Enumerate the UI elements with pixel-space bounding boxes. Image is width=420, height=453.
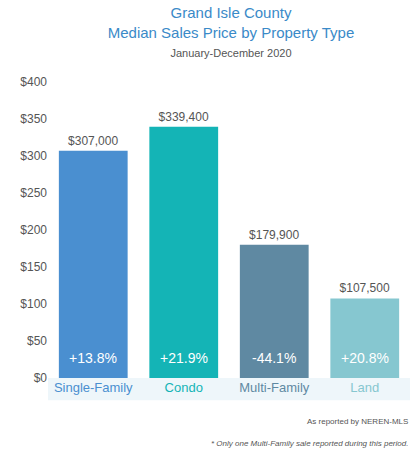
svg-text:$179,900: $179,900 bbox=[249, 228, 299, 242]
svg-text:Land: Land bbox=[350, 380, 379, 395]
svg-text:$100: $100 bbox=[20, 297, 47, 311]
svg-text:+21.9%: +21.9% bbox=[160, 350, 208, 366]
svg-text:Multi-Family: Multi-Family bbox=[239, 380, 310, 395]
svg-text:$300: $300 bbox=[20, 149, 47, 163]
svg-text:$150: $150 bbox=[20, 260, 47, 274]
svg-text:$0: $0 bbox=[34, 371, 48, 385]
svg-text:$200: $200 bbox=[20, 223, 47, 237]
svg-text:Condo: Condo bbox=[165, 380, 203, 395]
svg-text:+20.8%: +20.8% bbox=[341, 350, 389, 366]
svg-text:As reported by NEREN-MLS: As reported by NEREN-MLS bbox=[307, 417, 408, 426]
svg-text:Grand Isle CountyMedian Sales: Grand Isle CountyMedian Sales Price by P… bbox=[108, 4, 355, 59]
svg-text:Single-Family: Single-Family bbox=[54, 380, 133, 395]
svg-text:* Only one Multi-Family sale r: * Only one Multi-Family sale reported du… bbox=[211, 439, 408, 448]
svg-text:$107,500: $107,500 bbox=[340, 281, 390, 295]
svg-text:+13.8%: +13.8% bbox=[69, 350, 117, 366]
svg-text:$339,400: $339,400 bbox=[159, 110, 209, 124]
svg-text:$50: $50 bbox=[27, 334, 47, 348]
svg-text:$307,000: $307,000 bbox=[68, 134, 118, 148]
svg-text:$250: $250 bbox=[20, 186, 47, 200]
svg-text:$400: $400 bbox=[20, 75, 47, 89]
svg-text:$350: $350 bbox=[20, 112, 47, 126]
svg-text:-44.1%: -44.1% bbox=[252, 350, 296, 366]
